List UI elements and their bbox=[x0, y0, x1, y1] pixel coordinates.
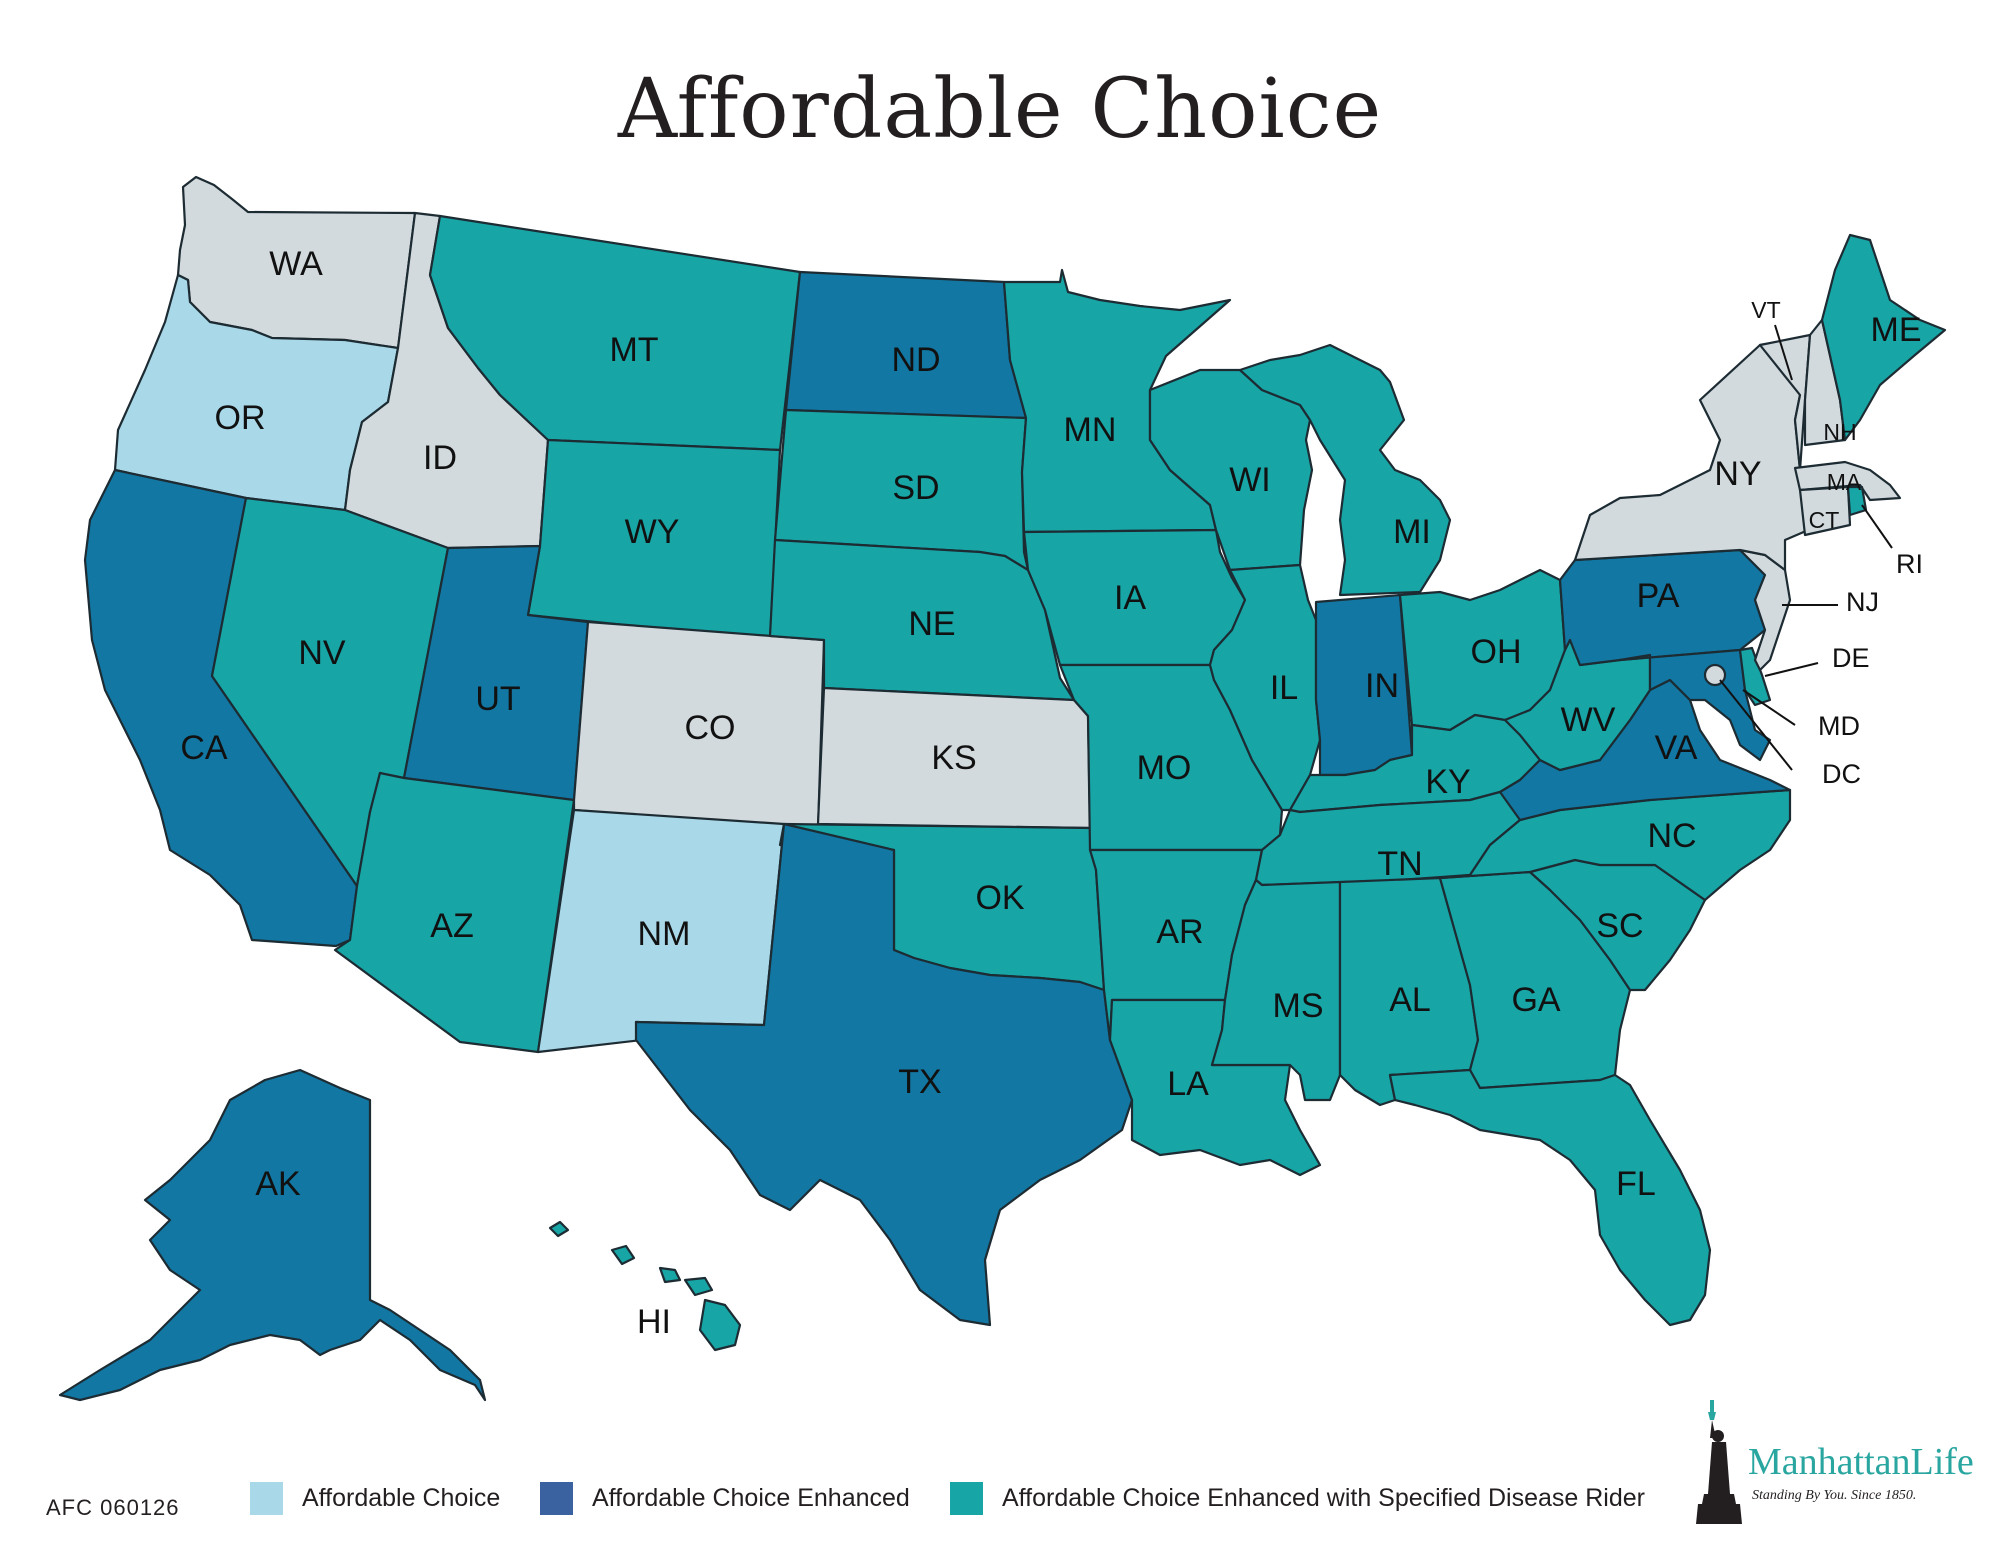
state-ct bbox=[1798, 485, 1852, 537]
state-tx bbox=[634, 822, 1134, 1327]
state-fl bbox=[1388, 1068, 1712, 1327]
state-label-ar: AR bbox=[1156, 913, 1203, 951]
page-title: Affordable Choice bbox=[617, 62, 1383, 157]
state-label-co: CO bbox=[685, 709, 736, 747]
state-label-nj: NJ bbox=[1846, 587, 1879, 617]
state-label-ma: MA bbox=[1827, 469, 1862, 495]
form-code: AFC 060126 bbox=[46, 1495, 180, 1520]
logo-tagline: Standing By You. Since 1850. bbox=[1752, 1488, 1917, 1503]
state-label-mn: MN bbox=[1064, 411, 1117, 449]
legend-swatch bbox=[540, 1481, 573, 1515]
state-label-il: IL bbox=[1270, 669, 1298, 707]
manhattanlife-logo: ManhattanLife Standing By You. Since 185… bbox=[1690, 1398, 1980, 1528]
state-label-fl: FL bbox=[1616, 1165, 1656, 1203]
state-me bbox=[1820, 233, 1947, 442]
state-label-md: MD bbox=[1818, 711, 1860, 741]
state-label-nh: NH bbox=[1823, 419, 1856, 445]
state-label-oh: OH bbox=[1471, 633, 1522, 671]
state-label-pa: PA bbox=[1637, 577, 1680, 615]
state-label-va: VA bbox=[1655, 729, 1698, 767]
state-label-dc: DC bbox=[1822, 759, 1861, 789]
state-label-mi: MI bbox=[1393, 513, 1431, 551]
state-label-me: ME bbox=[1871, 311, 1922, 349]
leader-ri bbox=[1861, 504, 1893, 549]
state-label-ut: UT bbox=[475, 680, 520, 718]
state-label-al: AL bbox=[1389, 981, 1431, 1019]
state-label-hi: HI bbox=[637, 1303, 671, 1341]
state-ms bbox=[1210, 878, 1342, 1102]
state-label-de: DE bbox=[1832, 643, 1870, 673]
state-label-ny: NY bbox=[1714, 455, 1761, 493]
legend-label: Affordable Choice bbox=[302, 1483, 501, 1512]
state-label-ms: MS bbox=[1273, 987, 1324, 1025]
logo-name: ManhattanLife bbox=[1748, 1441, 1974, 1483]
state-label-mo: MO bbox=[1137, 749, 1192, 787]
legend-swatch bbox=[950, 1481, 983, 1515]
state-label-ct: CT bbox=[1809, 507, 1840, 533]
legend-label: Affordable Choice Enhanced with Specifie… bbox=[1002, 1483, 1645, 1512]
state-label-ky: KY bbox=[1425, 763, 1470, 801]
state-label-nc: NC bbox=[1647, 817, 1696, 855]
leader-dc bbox=[1719, 679, 1793, 771]
state-label-nm: NM bbox=[638, 915, 691, 953]
state-md bbox=[1618, 648, 1772, 762]
state-label-in: IN bbox=[1365, 667, 1399, 705]
state-label-nd: ND bbox=[891, 341, 940, 379]
state-label-ca: CA bbox=[180, 729, 228, 767]
statue-of-liberty-icon bbox=[1696, 1400, 1742, 1524]
leader-vt bbox=[1774, 324, 1793, 381]
legend-item-enhanced: Affordable Choice Enhanced bbox=[540, 1478, 910, 1518]
state-label-ak: AK bbox=[255, 1165, 301, 1203]
state-label-ia: IA bbox=[1114, 579, 1146, 617]
state-label-nv: NV bbox=[298, 634, 346, 672]
state-label-or: OR bbox=[215, 399, 266, 437]
state-label-la: LA bbox=[1167, 1065, 1209, 1103]
state-hi bbox=[548, 1220, 742, 1352]
state-il bbox=[1208, 563, 1322, 812]
state-label-ne: NE bbox=[908, 605, 955, 643]
leader-md bbox=[1742, 689, 1796, 726]
state-labels: WA OR CA ID NV MT WY UT AZ CO NM ND SD NE KS OK TX MN IA MO… bbox=[180, 245, 1923, 1341]
state-label-wv: WV bbox=[1561, 701, 1616, 739]
state-label-wy: WY bbox=[625, 513, 680, 551]
state-mi bbox=[1238, 343, 1452, 597]
legend-item-enhanced-rider: Affordable Choice Enhanced with Specifie… bbox=[950, 1478, 1645, 1518]
state-label-vt: VT bbox=[1751, 297, 1780, 323]
leader-de bbox=[1764, 662, 1819, 677]
state-ak bbox=[58, 1068, 487, 1402]
state-de bbox=[1738, 646, 1772, 707]
state-label-wa: WA bbox=[269, 245, 323, 283]
state-label-az: AZ bbox=[430, 907, 473, 945]
legend-item-affordable-choice: Affordable Choice bbox=[250, 1478, 500, 1518]
legend-label: Affordable Choice Enhanced bbox=[592, 1483, 910, 1512]
state-label-mt: MT bbox=[609, 331, 658, 369]
state-label-ri: RI bbox=[1896, 549, 1923, 579]
state-label-ga: GA bbox=[1511, 981, 1560, 1019]
state-ne bbox=[768, 538, 1076, 702]
legend-swatch bbox=[250, 1481, 283, 1515]
state-label-ok: OK bbox=[975, 879, 1024, 917]
state-label-tn: TN bbox=[1377, 845, 1422, 883]
state-label-ks: KS bbox=[931, 739, 976, 777]
state-label-id: ID bbox=[423, 439, 457, 477]
state-label-wi: WI bbox=[1229, 461, 1271, 499]
state-label-sd: SD bbox=[892, 469, 939, 507]
state-label-sc: SC bbox=[1596, 907, 1643, 945]
state-label-tx: TX bbox=[898, 1063, 941, 1101]
